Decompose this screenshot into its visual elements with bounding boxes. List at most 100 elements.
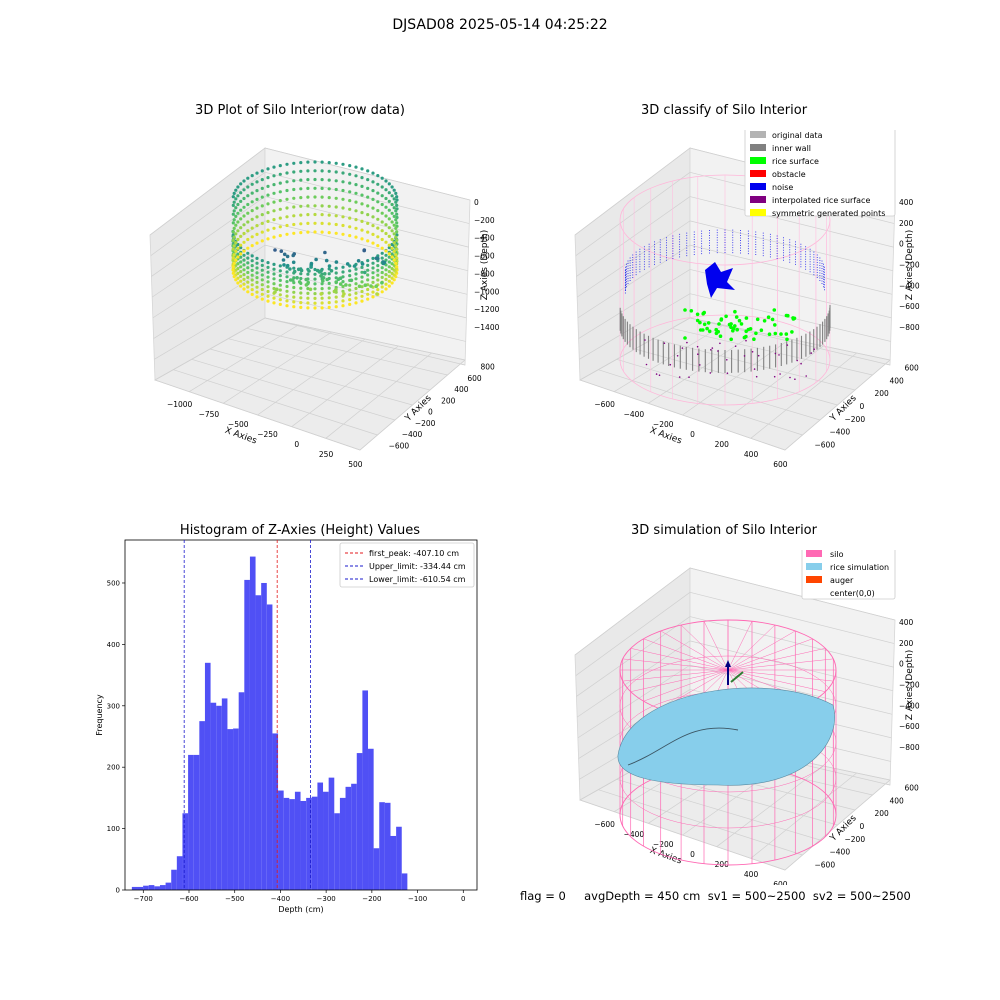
raw-point — [392, 188, 396, 192]
z-axis-label: Z Axies (Depth) — [905, 650, 915, 721]
raw-point — [285, 188, 289, 193]
raw-point — [387, 226, 391, 230]
raw-point — [234, 249, 238, 253]
raw-point — [250, 254, 254, 258]
raw-point — [246, 194, 250, 198]
x-tick-label: −300 — [317, 895, 336, 903]
legend-label: auger — [830, 576, 854, 585]
raw-point — [341, 232, 345, 236]
raw-point — [390, 202, 394, 207]
raw-point — [278, 172, 282, 176]
raw-point — [354, 267, 358, 271]
raw-point — [234, 241, 238, 245]
interpolated-point — [717, 350, 719, 352]
raw-point — [260, 259, 264, 263]
histogram-bar — [154, 886, 160, 890]
raw-point — [231, 258, 235, 262]
raw-point — [380, 275, 384, 279]
raw-point — [380, 194, 384, 198]
histogram-bar — [210, 702, 217, 890]
raw-point — [395, 238, 399, 242]
silo-roof-line — [727, 621, 753, 671]
raw-point — [354, 191, 358, 195]
raw-point — [255, 215, 259, 219]
raw-point — [306, 280, 310, 285]
rice-surface-point — [705, 326, 709, 331]
tick-label: −400 — [899, 281, 920, 290]
raw-point — [255, 171, 259, 175]
raw-point — [376, 217, 380, 221]
raw-point — [348, 172, 352, 176]
grid-line — [577, 664, 691, 739]
x-tick-label: −200 — [362, 895, 381, 903]
rice-surface-point — [718, 334, 723, 338]
raw-point — [231, 212, 235, 216]
raw-point — [371, 295, 375, 299]
raw-point — [384, 249, 388, 253]
raw-point — [299, 204, 303, 208]
raw-point — [384, 277, 388, 281]
raw-point — [348, 298, 352, 302]
rice-surface-point — [727, 322, 732, 327]
raw-point — [387, 265, 391, 269]
tick-label: 600 — [467, 374, 482, 383]
raw-point — [232, 244, 236, 248]
raw-point — [384, 196, 388, 201]
legend-swatch — [750, 183, 766, 190]
grid-line — [151, 196, 266, 277]
rice-surface-point — [779, 332, 783, 336]
grid-line — [154, 293, 266, 360]
raw-point — [395, 221, 399, 225]
raw-point — [349, 278, 354, 283]
raw-point — [376, 264, 380, 268]
tick-label: −400 — [624, 410, 645, 419]
grid-line — [264, 244, 468, 295]
raw-point — [236, 281, 240, 285]
histogram-bar — [339, 797, 346, 890]
histogram-bar — [182, 813, 189, 890]
raw-point — [320, 169, 324, 173]
grid-line — [149, 147, 266, 236]
tick-label: 400 — [899, 198, 914, 207]
tick-label: −400 — [830, 428, 851, 437]
legend-swatch — [750, 131, 766, 138]
raw-point — [369, 284, 373, 288]
raw-point — [266, 299, 270, 303]
raw-point — [384, 240, 388, 244]
raw-point — [360, 167, 364, 171]
tick-label: −200 — [899, 261, 920, 270]
raw-point — [260, 297, 264, 301]
raw-point — [376, 191, 380, 195]
raw-point — [348, 164, 352, 168]
interpolated-point — [810, 352, 813, 354]
raw-point — [260, 273, 264, 277]
raw-point — [334, 196, 338, 200]
raw-point — [390, 281, 394, 285]
raw-point — [366, 263, 370, 267]
raw-point — [246, 285, 250, 289]
raw-point — [360, 202, 364, 206]
raw-point — [348, 269, 352, 273]
raw-point — [250, 288, 254, 292]
raw-point — [239, 243, 243, 247]
raw-point — [327, 296, 331, 300]
raw-point — [366, 287, 370, 292]
silo-roof-line — [727, 648, 826, 671]
raw-point — [320, 282, 324, 286]
raw-point — [392, 232, 396, 236]
z-axis-label: Z Axies (Depth) — [905, 230, 915, 301]
raw-point — [387, 217, 391, 221]
raw-point — [278, 274, 282, 278]
raw-point — [272, 226, 276, 230]
raw-point — [390, 211, 394, 215]
classify-3d-plot: 4002000−200−400−600−800−600−400−20002004… — [574, 130, 920, 469]
raw-point — [320, 195, 324, 199]
rice-surface-point — [744, 334, 748, 339]
raw-point — [354, 226, 358, 230]
raw-point — [255, 276, 259, 280]
raw-point — [360, 219, 364, 223]
histogram-bar — [238, 692, 245, 890]
tick-label: 400 — [744, 450, 759, 459]
interpolated-point — [697, 353, 699, 355]
raw-point — [272, 218, 276, 222]
